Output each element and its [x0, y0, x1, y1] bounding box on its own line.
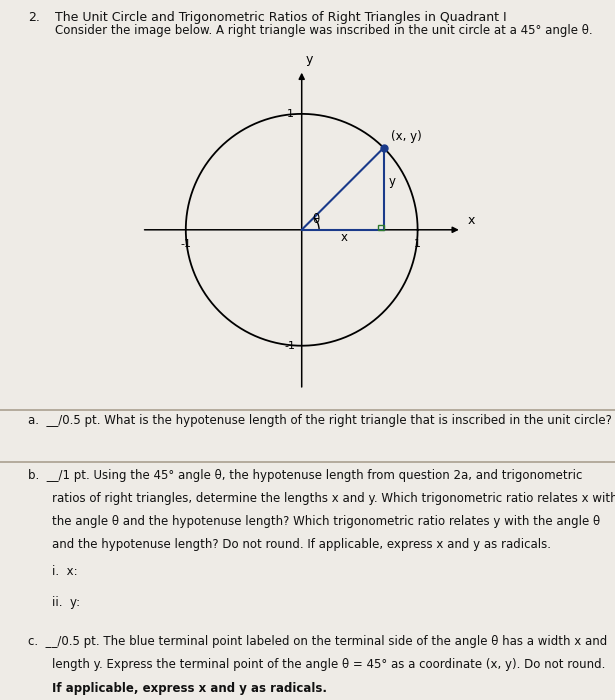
Text: ratios of right triangles, determine the lengths x and y. Which trigonometric ra: ratios of right triangles, determine the…	[52, 492, 615, 505]
Text: and the hypotenuse length? Do not round. If applicable, express x and y as radic: and the hypotenuse length? Do not round.…	[52, 538, 551, 552]
Text: (x, y): (x, y)	[391, 130, 421, 143]
Text: y: y	[305, 53, 312, 66]
Text: 2.: 2.	[28, 11, 39, 25]
Text: y: y	[388, 175, 395, 188]
Text: x: x	[467, 214, 475, 228]
Text: the angle θ and the hypotenuse length? Which trigonometric ratio relates y with : the angle θ and the hypotenuse length? W…	[52, 515, 600, 528]
Text: x: x	[340, 232, 347, 244]
Text: 1: 1	[414, 239, 421, 249]
Text: ii.  y:: ii. y:	[52, 596, 81, 609]
Text: length y. Express the terminal point of the angle θ = 45° as a coordinate (x, y): length y. Express the terminal point of …	[52, 659, 606, 671]
Text: If applicable, express x and y as radicals.: If applicable, express x and y as radica…	[52, 682, 327, 694]
Text: a.  __/0.5 pt. What is the hypotenuse length of the right triangle that is inscr: a. __/0.5 pt. What is the hypotenuse len…	[28, 414, 611, 428]
Text: θ: θ	[312, 214, 319, 226]
Text: Consider the image below. A right triangle was inscribed in the unit circle at a: Consider the image below. A right triang…	[55, 24, 593, 37]
Text: c.  __/0.5 pt. The blue terminal point labeled on the terminal side of the angle: c. __/0.5 pt. The blue terminal point la…	[28, 636, 607, 648]
Text: 1: 1	[287, 109, 293, 119]
Text: -1: -1	[285, 341, 296, 351]
Text: b.  __/1 pt. Using the 45° angle θ, the hypotenuse length from question 2a, and : b. __/1 pt. Using the 45° angle θ, the h…	[28, 469, 582, 482]
Text: -1: -1	[180, 239, 191, 249]
Text: i.  x:: i. x:	[52, 565, 78, 578]
Text: The Unit Circle and Trigonometric Ratios of Right Triangles in Quadrant I: The Unit Circle and Trigonometric Ratios…	[55, 11, 507, 25]
